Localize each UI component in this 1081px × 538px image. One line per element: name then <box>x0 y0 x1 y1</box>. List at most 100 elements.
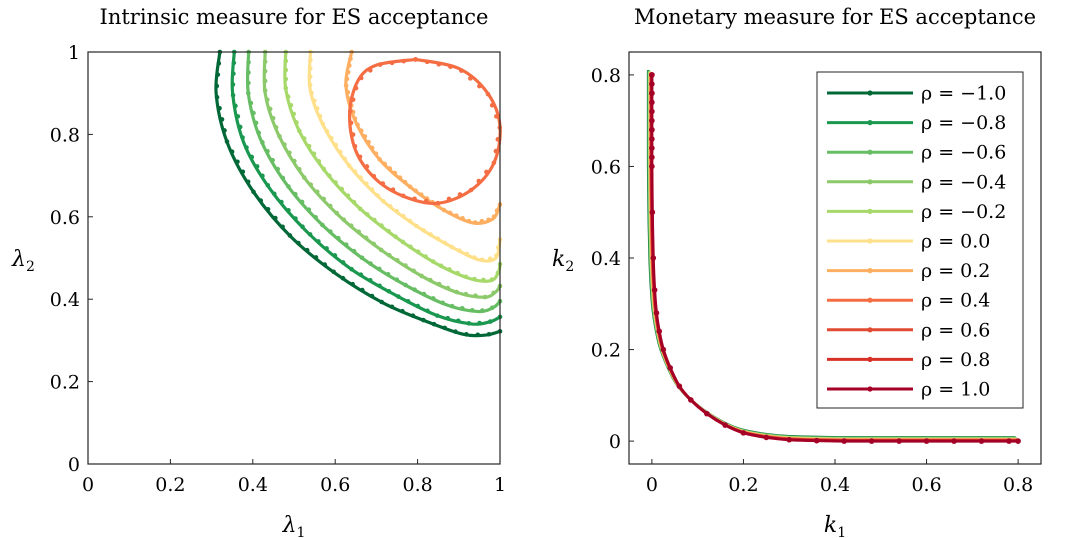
monetary-series-point <box>1015 438 1021 444</box>
intrinsic-series-point <box>331 269 336 275</box>
legend-entry: ρ = 0.0 <box>921 231 990 253</box>
x-tick-label: 0.6 <box>911 474 941 496</box>
intrinsic-series-point <box>421 228 426 233</box>
intrinsic-series-point <box>454 289 459 295</box>
intrinsic-series-point <box>428 232 433 237</box>
y-tick-label: 0.2 <box>50 372 80 394</box>
intrinsic-series-point <box>358 75 364 81</box>
intrinsic-series-point <box>364 164 370 169</box>
intrinsic-series-point <box>495 245 501 250</box>
intrinsic-series-point <box>283 76 289 82</box>
intrinsic-series-point <box>466 321 472 326</box>
intrinsic-series-point <box>386 288 392 294</box>
intrinsic-series-point <box>262 68 268 74</box>
monetary-series-point <box>649 90 655 96</box>
intrinsic-series-point <box>489 102 495 108</box>
y-tick-label: 0.8 <box>591 65 621 87</box>
intrinsic-series-point <box>262 78 268 84</box>
intrinsic-series-point <box>260 140 265 145</box>
intrinsic-series-point <box>219 117 225 122</box>
intrinsic-series-point <box>262 88 268 93</box>
monetary-series-point <box>813 437 820 444</box>
intrinsic-series-point <box>400 193 406 199</box>
intrinsic-series-point <box>369 145 375 151</box>
intrinsic-series-point <box>486 331 492 337</box>
intrinsic-series-point <box>495 137 501 142</box>
monetary-series-point <box>649 154 655 161</box>
intrinsic-series-point <box>367 277 373 283</box>
intrinsic-series-point <box>472 276 477 282</box>
intrinsic-series-point <box>352 144 358 149</box>
intrinsic-series-point <box>473 293 478 298</box>
intrinsic-series-point <box>230 82 236 87</box>
monetary-y-ticks: 0 0.2 0.4 0.6 0.8 <box>591 65 634 453</box>
intrinsic-series-point <box>260 173 265 179</box>
intrinsic-series-point <box>311 151 317 157</box>
legend-marker <box>867 297 873 303</box>
intrinsic-series-point <box>340 260 346 265</box>
monetary-series-point <box>649 117 655 124</box>
intrinsic-series-point <box>324 246 329 251</box>
monetary-series-10 <box>649 72 1021 444</box>
intrinsic-series-point <box>287 233 293 238</box>
intrinsic-series-point <box>344 76 350 82</box>
intrinsic-series-point <box>296 167 302 172</box>
intrinsic-series-point <box>313 255 319 260</box>
intrinsic-series-point <box>352 169 358 174</box>
intrinsic-series-line <box>344 50 502 225</box>
x-tick-label: 0 <box>82 474 94 496</box>
monetary-series-point <box>667 365 673 371</box>
intrinsic-series-point <box>489 305 495 311</box>
intrinsic-series-point <box>249 154 255 160</box>
intrinsic-series-point <box>358 128 364 133</box>
intrinsic-series-point <box>345 193 351 198</box>
intrinsic-series-point <box>224 139 230 144</box>
intrinsic-series-point <box>254 164 260 169</box>
intrinsic-series-point <box>448 64 453 70</box>
intrinsic-series-point <box>477 83 482 89</box>
intrinsic-series-point <box>328 135 334 141</box>
y-tick-label: 0.6 <box>50 207 80 229</box>
intrinsic-series-point <box>270 157 275 163</box>
x-tick-label: 0.8 <box>1003 474 1033 496</box>
intrinsic-series-point <box>359 255 365 261</box>
intrinsic-series-point <box>442 240 448 246</box>
intrinsic-series-point <box>418 192 424 197</box>
intrinsic-series-point <box>237 124 243 130</box>
intrinsic-series-point <box>314 189 320 195</box>
intrinsic-series-point <box>371 241 376 247</box>
intrinsic-series-point <box>348 120 354 126</box>
intrinsic-series-point <box>317 113 323 119</box>
intrinsic-series-point <box>335 235 341 241</box>
intrinsic-series-point <box>476 178 482 184</box>
intrinsic-series-point <box>377 283 382 289</box>
intrinsic-series-3 <box>262 49 503 300</box>
intrinsic-series-point <box>333 142 339 148</box>
intrinsic-series-point <box>386 252 392 258</box>
intrinsic-series-point <box>382 161 387 167</box>
intrinsic-series-point <box>393 234 398 240</box>
intrinsic-series-point <box>375 193 380 198</box>
intrinsic-series-point <box>457 192 463 197</box>
intrinsic-series-point <box>387 166 393 171</box>
intrinsic-series-point <box>403 282 408 288</box>
y-tick-label: 0.2 <box>591 340 621 362</box>
intrinsic-series-point <box>494 114 499 119</box>
intrinsic-series-point <box>285 94 291 99</box>
intrinsic-series-point <box>215 72 221 77</box>
intrinsic-series-point <box>430 296 436 301</box>
intrinsic-series-6 <box>343 49 503 225</box>
intrinsic-series-point <box>379 299 384 305</box>
intrinsic-series-point <box>350 97 356 102</box>
intrinsic-series-point <box>460 216 465 221</box>
intrinsic-series-point <box>457 248 462 253</box>
intrinsic-series-point <box>446 196 452 202</box>
intrinsic-series-point <box>408 244 413 250</box>
intrinsic-series-point <box>230 92 236 98</box>
intrinsic-series-point <box>320 222 325 228</box>
intrinsic-series-point <box>339 186 345 192</box>
legend-marker <box>867 327 873 333</box>
monetary-series-point <box>660 346 667 353</box>
intrinsic-series-point <box>449 303 455 309</box>
